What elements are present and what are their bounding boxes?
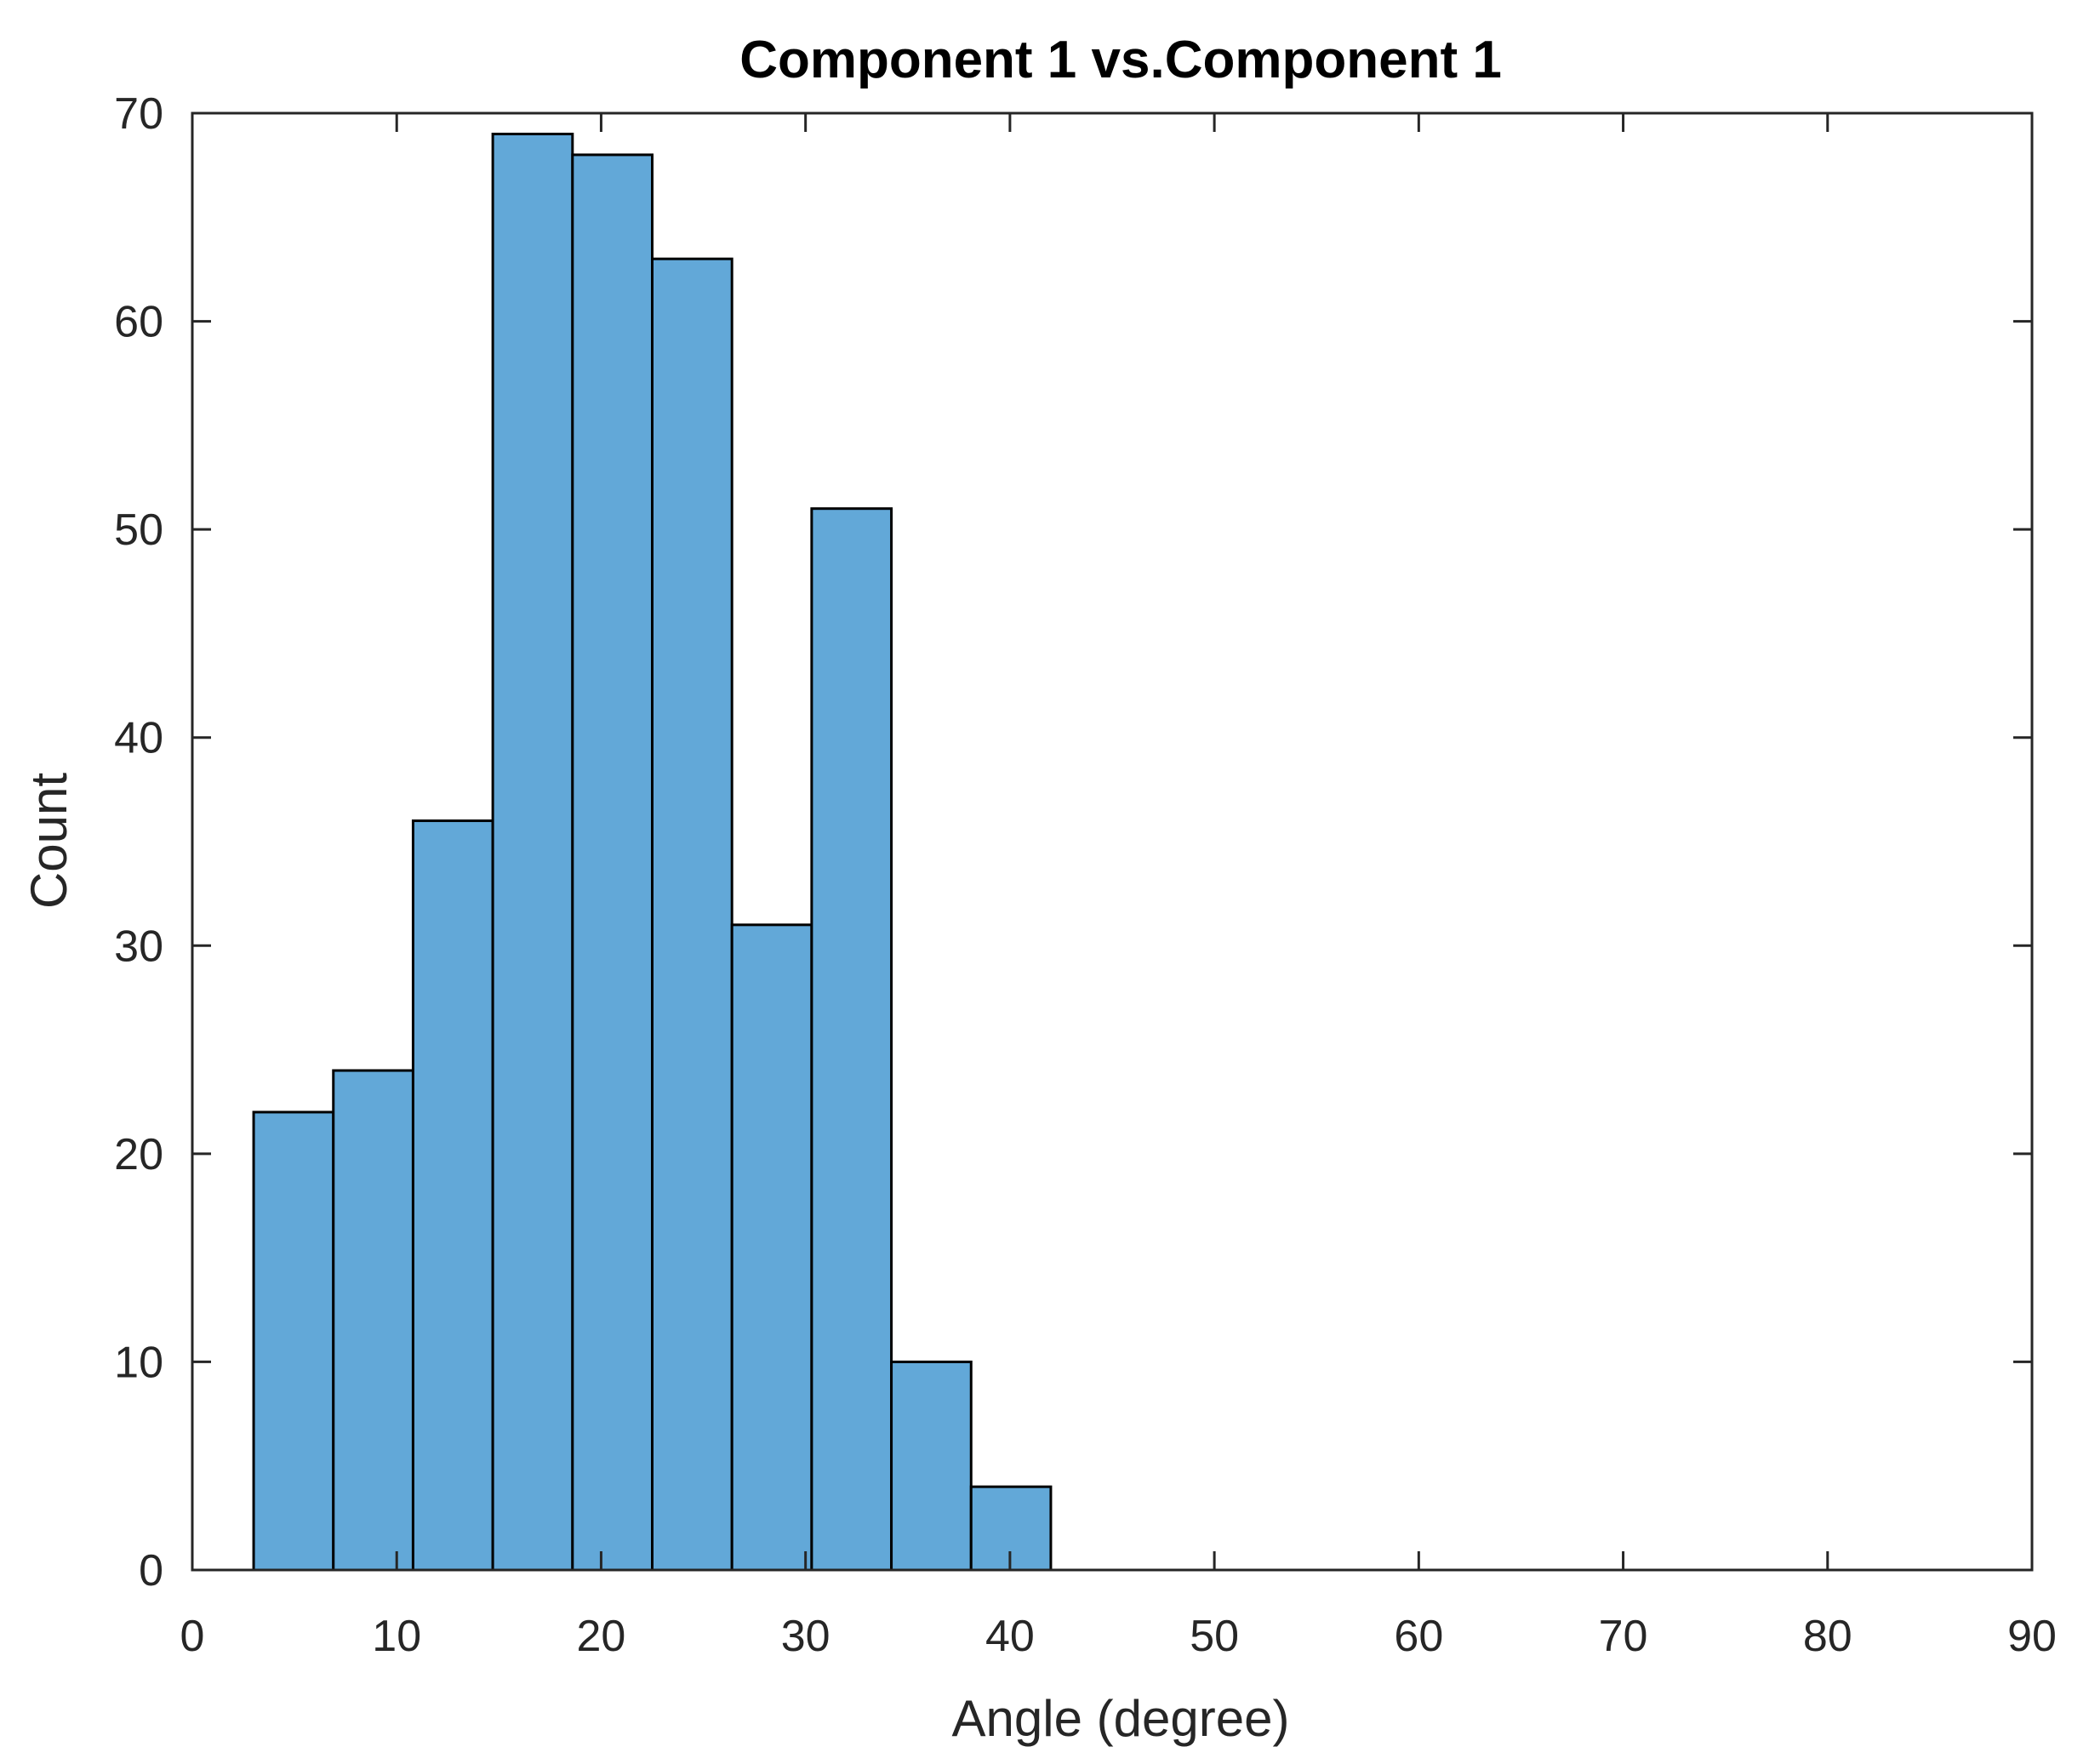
x-tick-label: 90 — [2007, 1612, 2057, 1661]
histogram-bar — [332, 1069, 414, 1572]
y-tick-label: 60 — [114, 298, 163, 347]
y-tick-label: 30 — [114, 922, 163, 971]
x-tick-label: 70 — [1599, 1612, 1648, 1661]
x-tick-label: 20 — [577, 1612, 626, 1661]
y-tick-label: 0 — [139, 1546, 163, 1596]
chart-title: Component 1 vs.Component 1 — [739, 31, 1502, 89]
histogram-bar — [411, 819, 494, 1572]
histogram-bar — [571, 153, 654, 1572]
x-tick-label: 10 — [372, 1612, 421, 1661]
histogram-bar — [651, 257, 733, 1572]
y-tick-label: 70 — [114, 89, 163, 139]
y-tick-labels: 0 10 20 30 40 50 60 70 — [114, 89, 163, 1596]
histogram-bar — [890, 1360, 973, 1572]
x-tick-label: 30 — [781, 1612, 830, 1661]
x-tick-label: 80 — [1803, 1612, 1852, 1661]
x-tick-labels: 0 10 20 30 40 50 60 70 80 90 — [180, 1612, 2057, 1661]
x-tick-label: 50 — [1190, 1612, 1239, 1661]
x-tick-label: 40 — [985, 1612, 1035, 1661]
histogram-bar — [252, 1110, 335, 1572]
x-tick-label: 0 — [180, 1612, 205, 1661]
y-tick-label: 40 — [114, 714, 163, 763]
x-axis-label: Angle (degree) — [952, 1690, 1290, 1747]
y-axis-label: Count — [20, 773, 77, 909]
y-tick-label: 20 — [114, 1130, 163, 1179]
histogram-bar — [810, 507, 893, 1572]
bars-group — [252, 132, 1053, 1572]
y-tick-label: 10 — [114, 1338, 163, 1387]
y-tick-label: 50 — [114, 505, 163, 555]
plot-frame — [191, 111, 2034, 1572]
x-tick-label: 60 — [1394, 1612, 1443, 1661]
histogram-bar — [730, 923, 813, 1572]
histogram-bar — [491, 132, 574, 1572]
